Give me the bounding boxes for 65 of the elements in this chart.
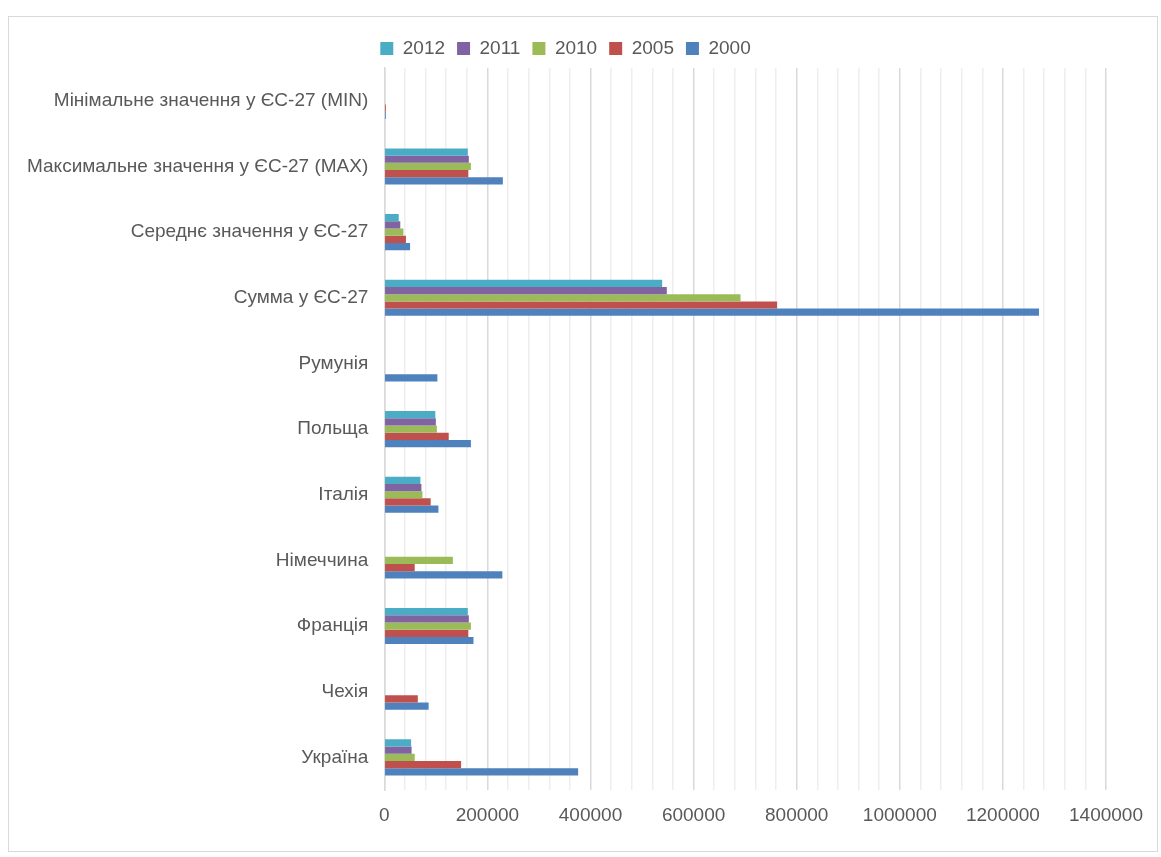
bar: [385, 636, 474, 645]
bar: [385, 425, 437, 433]
legend-label: 2010: [554, 36, 598, 58]
bar: [385, 279, 663, 287]
y-tick-label: Чехія: [321, 679, 369, 701]
bar: [385, 374, 438, 382]
bar: [385, 571, 503, 579]
x-tick-label: 200000: [455, 803, 520, 825]
bar: [385, 629, 469, 637]
bar: [385, 155, 469, 163]
bar: [385, 286, 667, 295]
bar: [385, 221, 401, 229]
y-tick-label: Середнє значення у ЄС-27: [130, 220, 369, 242]
x-tick-label: 1400000: [1069, 803, 1143, 825]
y-tick-label: Італія: [318, 482, 369, 504]
bar: [385, 608, 468, 616]
bar: [385, 615, 469, 623]
bar: [385, 746, 412, 754]
bar: [385, 170, 469, 178]
bar: [385, 476, 421, 484]
bar: [385, 739, 412, 747]
bar: [385, 177, 503, 185]
y-tick-label: Сумма у ЄС-27: [233, 286, 369, 308]
x-tick-label: 800000: [765, 803, 829, 825]
x-tick-label: 600000: [661, 803, 726, 825]
bar: [385, 418, 436, 426]
bar: [385, 308, 1039, 316]
x-tick-label: 1000000: [862, 803, 937, 825]
bar: [385, 235, 406, 243]
bar: [385, 294, 741, 302]
legend-label: 2012: [402, 36, 446, 58]
bar: [385, 148, 468, 156]
bar: [385, 491, 423, 499]
x-tick-label: 400000: [558, 803, 623, 825]
y-tick-label: Німеччина: [275, 548, 369, 570]
bar: [385, 483, 422, 492]
bar: [385, 753, 415, 761]
bar: [385, 432, 449, 440]
y-tick-label: Франція: [296, 614, 369, 636]
bar: [385, 760, 462, 769]
y-tick-label: Мінімальне значення у ЄС-27 (MIN): [53, 89, 369, 111]
bar: [385, 768, 579, 776]
bar: [385, 162, 471, 171]
y-tick-label: Україна: [301, 745, 369, 767]
bar: [385, 498, 431, 506]
bar: [385, 214, 399, 222]
bar: [385, 242, 411, 251]
bar: [385, 556, 453, 565]
x-tick-label: 1200000: [965, 803, 1040, 825]
bar: [385, 622, 471, 630]
bar: [385, 702, 429, 710]
y-tick-label: Польща: [297, 417, 369, 439]
legend-label: 2000: [708, 36, 751, 58]
x-tick-label: 0: [379, 803, 390, 825]
bar: [385, 228, 404, 236]
bar: [385, 411, 436, 419]
bar: [385, 505, 439, 513]
y-tick-label: Максимальне значення у ЄС-27 (MAX): [27, 154, 369, 176]
legend-label: 2011: [479, 36, 521, 58]
bar: [385, 564, 415, 572]
bar: [385, 301, 778, 309]
legend-label: 2005: [631, 36, 674, 58]
bar: [385, 439, 471, 448]
y-tick-label: Румунія: [298, 351, 369, 373]
bar: [385, 695, 418, 703]
